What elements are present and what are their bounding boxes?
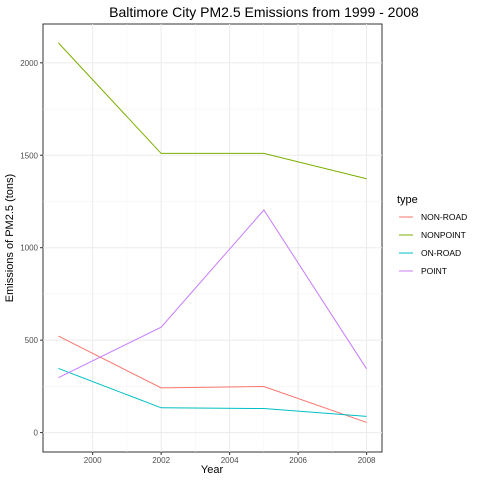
- x-tick-label: 2006: [289, 456, 307, 465]
- x-tick-label: 2002: [152, 456, 170, 465]
- x-axis-ticks: 2000 2002 2004 2006 2008: [84, 452, 376, 465]
- x-tick-label: 2004: [221, 456, 239, 465]
- plot-panel: [42, 23, 383, 453]
- legend-title: type: [397, 194, 418, 206]
- x-axis-title: Year: [201, 464, 224, 476]
- x-tick-label: 2008: [358, 456, 376, 465]
- x-tick-label: 2000: [84, 456, 102, 465]
- y-tick-label: 1500: [20, 151, 38, 160]
- gridlines: [43, 24, 382, 452]
- legend-label: ON-ROAD: [421, 248, 461, 258]
- legend-label: NON-ROAD: [421, 212, 467, 222]
- legend-label: POINT: [421, 266, 447, 276]
- y-tick-label: 500: [25, 336, 39, 345]
- series-lines: [58, 42, 368, 423]
- series-line-point: [58, 209, 368, 379]
- y-tick-label: 2000: [20, 59, 38, 68]
- y-tick-label: 1000: [20, 244, 38, 253]
- series-line-nonpoint: [58, 42, 367, 180]
- y-axis-title: Emissions of PM2.5 (tons): [4, 174, 16, 302]
- y-tick-label: 0: [34, 429, 39, 438]
- series-line-non-road: [58, 335, 367, 423]
- chart-title: Baltimore City PM2.5 Emissions from 1999…: [109, 4, 419, 20]
- y-axis-ticks: 0 500 1000 1500 2000: [20, 59, 43, 438]
- series-line-on-road: [58, 367, 367, 417]
- legend-label: NONPOINT: [421, 230, 466, 240]
- legend: type NON-ROAD NONPOINT ON-ROAD POINT: [397, 194, 467, 276]
